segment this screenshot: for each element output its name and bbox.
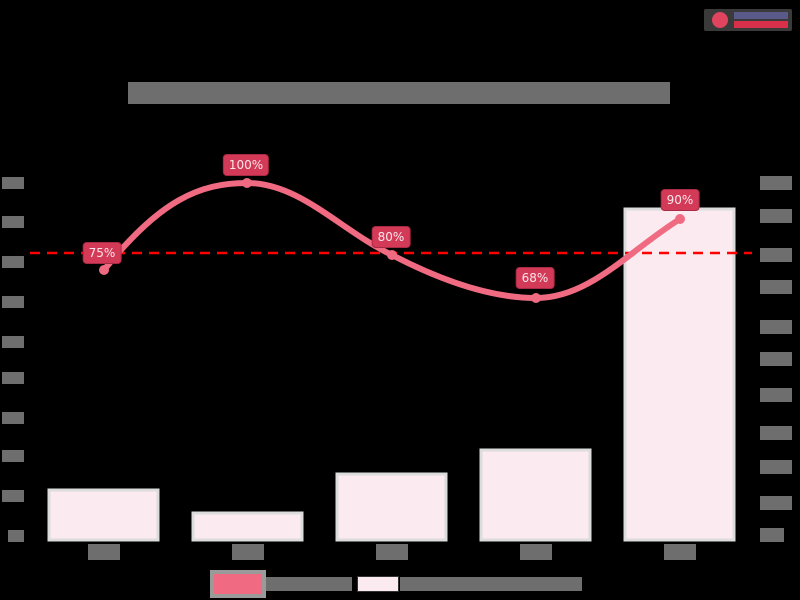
- bar-2: [191, 511, 304, 542]
- chart-title: [128, 82, 670, 104]
- bars: [47, 207, 736, 542]
- brand-logo: [704, 9, 792, 31]
- data-label: 80%: [371, 226, 411, 248]
- logo-icon: [712, 12, 728, 28]
- data-label: 90%: [660, 189, 700, 211]
- legend-bar-swatch[interactable]: [357, 576, 399, 592]
- legend-line-swatch[interactable]: [210, 570, 266, 598]
- bar-1: [47, 488, 160, 542]
- bar-4: [479, 448, 592, 542]
- data-label: 100%: [222, 154, 270, 176]
- bar-5: [623, 207, 736, 542]
- data-label: 75%: [82, 242, 122, 264]
- bar-3: [335, 472, 448, 542]
- data-label: 68%: [515, 267, 555, 289]
